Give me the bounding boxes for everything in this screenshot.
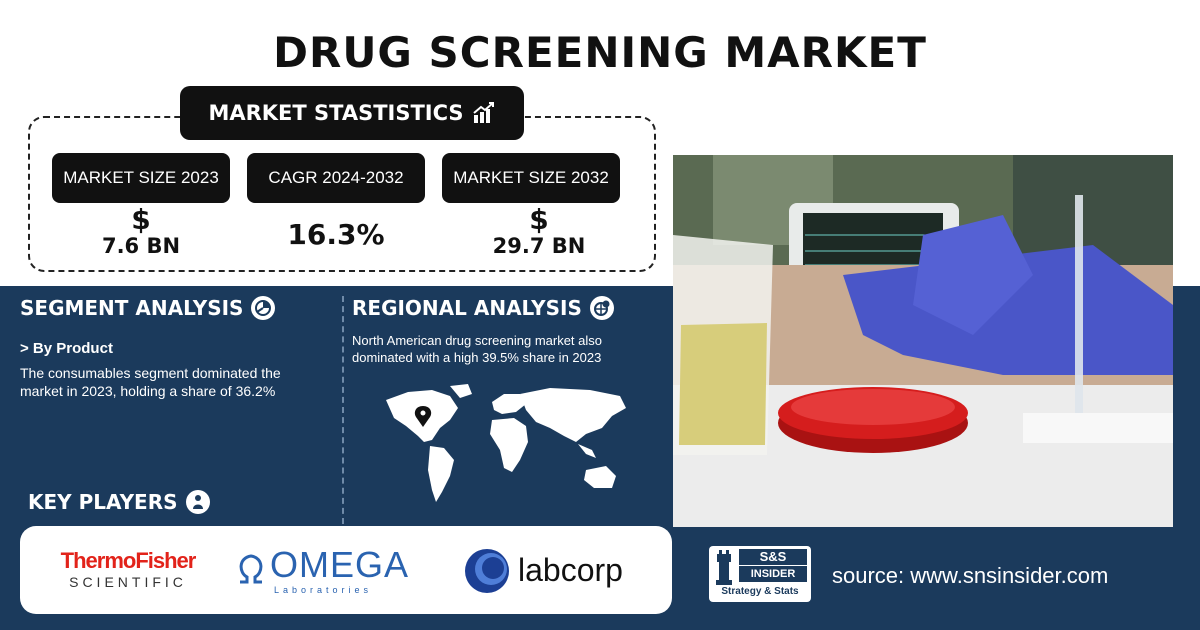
key-players-title: KEY PLAYERS — [28, 490, 210, 514]
key-players-logos-box: ThermoFisher SCIENTIFIC OMEGA Laboratori… — [20, 526, 672, 614]
thermo-fisher-name: ThermoFisher — [60, 548, 197, 573]
sns-top: S&S — [739, 549, 807, 565]
stat-value-market-size-2023: $ 7.6 BN — [52, 203, 230, 259]
map-pin-icon — [414, 406, 432, 427]
omega-sub: Laboratories — [274, 585, 373, 595]
section-divider — [342, 296, 344, 524]
segment-text: The consumables segment dominated the ma… — [20, 365, 281, 399]
stat-label-market-size-2032: MARKET SIZE 2032 — [442, 153, 620, 203]
growth-chart-icon — [472, 102, 494, 123]
regional-analysis-label: REGIONAL ANALYSIS — [352, 296, 582, 320]
stat-amount: 29.7 BN — [492, 234, 586, 258]
lab-photo-image — [673, 155, 1173, 527]
stat-amount: 7.6 BN — [101, 234, 181, 258]
market-statistics-label: MARKET STASTISTICS — [208, 101, 464, 125]
stat-value-market-size-2032: $ 29.7 BN — [450, 203, 628, 259]
regional-analysis-title: REGIONAL ANALYSIS — [352, 296, 614, 320]
stat-value-cagr: 16.3% — [287, 218, 385, 251]
page-title: DRUG SCREENING MARKET — [273, 28, 927, 77]
person-icon — [185, 490, 210, 514]
source-text: source: www.snsinsider.com — [832, 563, 1109, 588]
sns-tagline: Strategy & Stats — [721, 586, 799, 597]
key-players-label: KEY PLAYERS — [28, 490, 178, 514]
dollar-icon: $ — [529, 203, 549, 236]
dollar-icon: $ — [131, 203, 151, 236]
world-map-image — [386, 384, 626, 502]
sns-insider-logo: S&S INSIDER Strategy & Stats — [709, 546, 811, 602]
chess-piece-icon — [716, 550, 732, 585]
regional-text: North American drug screening market als… — [352, 333, 603, 365]
pie-chart-icon — [251, 296, 276, 320]
omega-name: OMEGA — [270, 544, 410, 585]
segment-analysis-label: SEGMENT ANALYSIS — [20, 296, 244, 320]
market-statistics-header: MARKET STASTISTICS — [180, 86, 524, 140]
stat-label-cagr: CAGR 2024-2032 — [247, 153, 425, 203]
sns-middle: INSIDER — [739, 566, 807, 582]
labcorp-circle-icon — [465, 549, 509, 593]
thermo-fisher-sub: SCIENTIFIC — [69, 574, 187, 590]
segment-analysis-title: SEGMENT ANALYSIS — [20, 296, 276, 320]
labcorp-name: labcorp — [518, 552, 623, 588]
omega-symbol-icon — [239, 554, 263, 584]
segment-subhead: > By Product — [20, 340, 113, 357]
stat-label-market-size-2023: MARKET SIZE 2023 — [52, 153, 230, 203]
thermo-fisher-logo: ThermoFisher SCIENTIFIC — [48, 548, 208, 590]
globe-pin-icon — [589, 296, 614, 320]
